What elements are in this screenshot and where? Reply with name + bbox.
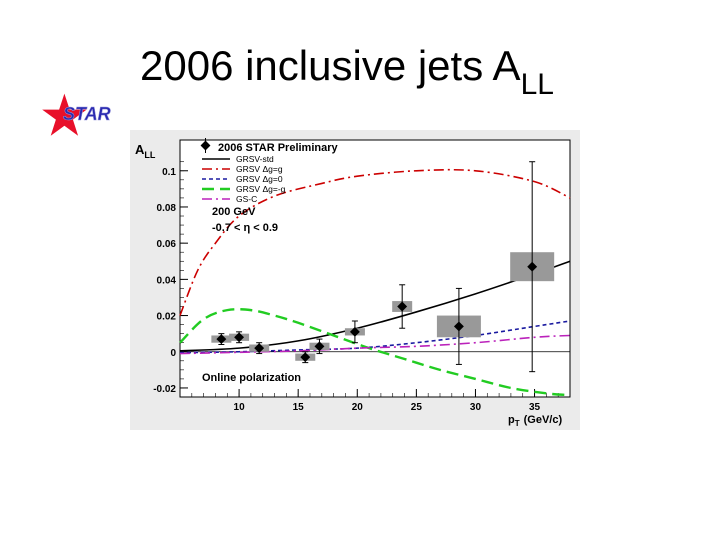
x-tick-label: 20 xyxy=(352,402,364,413)
star-icon xyxy=(42,93,87,136)
title-main: 2006 inclusive jets A xyxy=(140,42,521,89)
y-axis-label: ALL xyxy=(135,142,156,160)
data-point xyxy=(314,341,325,352)
annotation-eta: -0.7 < η < 0.9 xyxy=(212,222,278,234)
legend-label: GRSV Δg=g xyxy=(236,164,283,174)
y-axis-ticks: -0.02 0 0.02 0.04 0.06 0.08 0.1 xyxy=(153,161,188,395)
asymmetry-chart: -0.02 0 0.02 0.04 0.06 0.08 0.1 10 15 20 25 30 35 A… xyxy=(130,130,580,430)
y-tick-label: 0.06 xyxy=(157,239,177,250)
data-point xyxy=(300,352,311,363)
title-subscript: LL xyxy=(520,68,554,101)
x-tick-label: 30 xyxy=(470,402,482,413)
x-tick-label: 15 xyxy=(293,402,305,413)
x-axis-label: pT (GeV/c) xyxy=(508,414,562,428)
y-tick-label: 0.02 xyxy=(157,312,177,323)
star-logo: STAR xyxy=(42,93,111,136)
chart-title: 2006 STAR Preliminary xyxy=(218,142,339,154)
x-axis-ticks: 10 15 20 25 30 35 xyxy=(191,389,571,413)
x-tick-label: 25 xyxy=(411,402,423,413)
legend-label: GRSV-std xyxy=(236,154,274,164)
slide-title: 2006 inclusive jets ALL xyxy=(140,42,554,102)
data-point xyxy=(234,332,245,343)
y-tick-label: 0.08 xyxy=(157,203,177,214)
legend-label: GRSV Δg=-g xyxy=(236,184,286,194)
x-tick-label: 35 xyxy=(529,402,541,413)
annotation-polarization: Online polarization xyxy=(202,372,301,384)
y-tick-label: 0.1 xyxy=(162,167,176,178)
legend-label: GS-C xyxy=(236,194,257,204)
data-point xyxy=(254,343,265,354)
plot-area xyxy=(179,139,571,398)
y-tick-label: -0.02 xyxy=(153,384,176,395)
annotation-energy: 200 GeV xyxy=(212,206,256,218)
y-tick-label: 0 xyxy=(170,348,176,359)
x-tick-label: 10 xyxy=(234,402,246,413)
data-point xyxy=(349,326,360,337)
y-tick-label: 0.04 xyxy=(157,275,177,286)
curve-grsv-g-g xyxy=(179,308,571,397)
data-point xyxy=(527,261,538,272)
legend-label: GRSV Δg=0 xyxy=(236,174,283,184)
curve-gs-c xyxy=(179,334,571,355)
logo-text: STAR xyxy=(63,104,111,124)
curve-grsv-g-g xyxy=(179,168,571,316)
